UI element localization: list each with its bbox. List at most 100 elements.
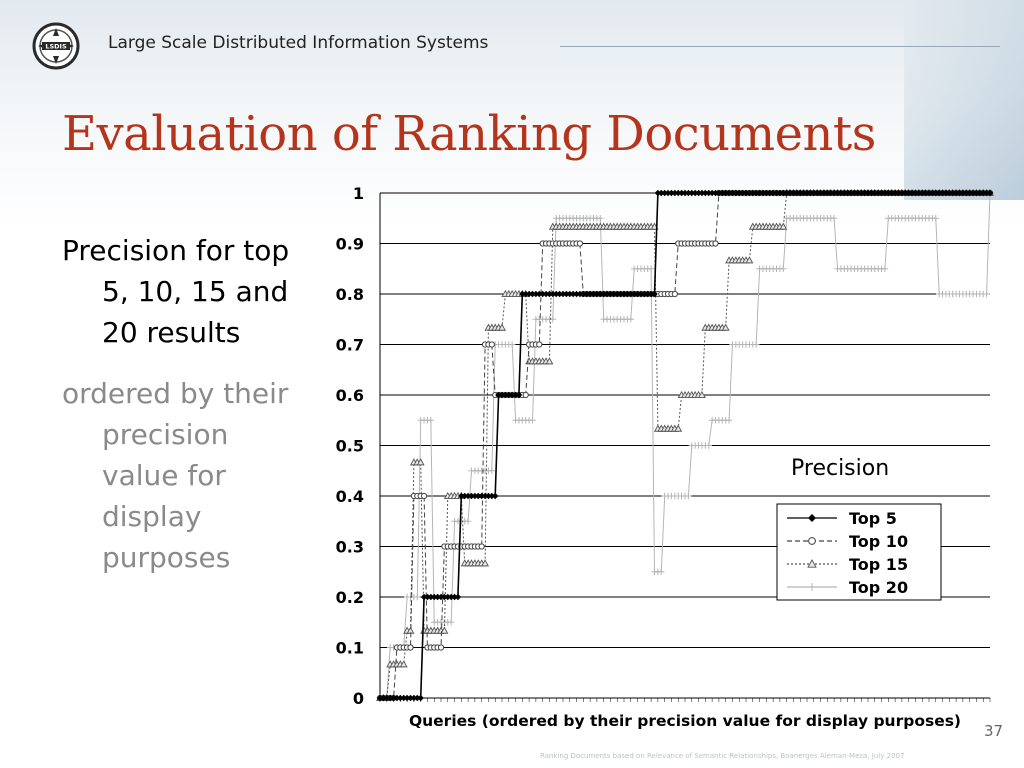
series-point	[664, 189, 672, 197]
series-point	[786, 189, 794, 197]
series-point	[803, 189, 811, 197]
y-tick-label: 0.7	[336, 336, 364, 355]
series-point	[399, 660, 408, 668]
series-point	[620, 290, 628, 298]
series-point	[871, 189, 878, 197]
series-point	[597, 290, 604, 298]
bullet-list: Precision for top 5, 10, 15 and 20 resul…	[62, 230, 302, 598]
series-point	[437, 593, 445, 601]
legend-label: Top 5	[849, 509, 897, 528]
series-point	[617, 290, 624, 298]
series-point	[498, 323, 506, 331]
y-tick-label: 0.4	[336, 487, 364, 506]
series-point	[651, 290, 658, 298]
y-tick-label: 0.2	[336, 588, 364, 607]
legend-box	[776, 503, 942, 601]
series-point	[508, 391, 516, 399]
series-point	[773, 189, 780, 197]
series-point	[624, 290, 631, 298]
series-point	[919, 189, 926, 197]
series-point	[583, 290, 590, 298]
series-point	[434, 593, 441, 601]
series-point	[492, 492, 499, 500]
series-point	[881, 265, 889, 272]
series-point	[790, 189, 797, 197]
series-point	[515, 391, 523, 399]
series-point	[847, 189, 855, 197]
series-point	[742, 189, 750, 197]
series-point	[627, 290, 634, 298]
series-point	[864, 189, 872, 197]
series-point	[414, 593, 421, 601]
series-point	[590, 290, 597, 298]
series-point	[841, 189, 848, 197]
series-point	[553, 290, 560, 298]
series-point	[485, 492, 492, 500]
legend-label: Top 10	[849, 532, 908, 551]
series-point	[681, 189, 689, 197]
series-point	[729, 189, 736, 197]
series-point	[725, 417, 733, 424]
series-point	[698, 189, 706, 197]
slide-number: 37	[984, 722, 1004, 740]
series-point	[942, 189, 950, 197]
chart-svg: 0 0.1 0.2 0.3 0.4 0.5 0.6 0.7 0.8 0.9 1 Queries (or…	[336, 184, 994, 730]
series-point	[512, 391, 519, 399]
series-point	[721, 323, 730, 331]
series-point	[481, 559, 490, 567]
series-point	[969, 189, 977, 197]
series-point	[902, 189, 909, 197]
series-point	[546, 290, 553, 298]
bullet-item: ordered by their precision value for dis…	[62, 377, 289, 574]
series-point	[488, 492, 496, 500]
series-point	[400, 694, 407, 702]
series-point	[407, 644, 414, 651]
series-point	[712, 240, 719, 247]
series-point	[956, 189, 963, 197]
series-point	[637, 290, 645, 298]
series-point	[380, 694, 387, 702]
series-point	[712, 189, 719, 197]
series-point	[576, 240, 584, 247]
series-point	[475, 492, 482, 500]
series-point	[481, 492, 489, 500]
series-point	[607, 290, 614, 298]
series-point	[912, 189, 919, 197]
series-point	[834, 189, 841, 197]
series-point	[427, 417, 435, 424]
chart-title-background	[781, 446, 921, 482]
series-point	[779, 222, 788, 230]
series-point	[780, 265, 787, 272]
series-point	[695, 189, 702, 197]
series-point	[668, 189, 675, 197]
series-point	[478, 543, 485, 550]
y-tick-label: 0.9	[336, 235, 364, 254]
series-point	[468, 492, 475, 500]
lsdis-logo: LSDIS	[32, 22, 80, 70]
series-point	[529, 290, 536, 298]
series-point	[824, 189, 831, 197]
series-point	[808, 583, 816, 591]
series-point	[685, 492, 692, 500]
header-title: Large Scale Distributed Information Syst…	[108, 33, 489, 53]
series-point	[603, 290, 611, 298]
series-point	[427, 593, 435, 601]
series-point	[447, 619, 455, 626]
series-point	[410, 694, 418, 702]
series-point	[505, 391, 512, 399]
chart-title: Precision	[791, 456, 889, 481]
series-point	[647, 290, 655, 298]
series-point	[461, 492, 468, 500]
series-point	[498, 391, 506, 399]
bullet-item: Precision for top 5, 10, 15 and 20 resul…	[62, 234, 290, 349]
series-point	[403, 694, 411, 702]
series-point	[932, 215, 939, 222]
series-point	[808, 514, 816, 522]
series-point	[447, 593, 455, 601]
series-point	[932, 189, 939, 197]
legend-label: Top 15	[849, 555, 908, 574]
series-point	[895, 189, 902, 197]
series-point	[416, 458, 425, 466]
series-point	[458, 492, 465, 500]
series-point	[593, 290, 601, 298]
